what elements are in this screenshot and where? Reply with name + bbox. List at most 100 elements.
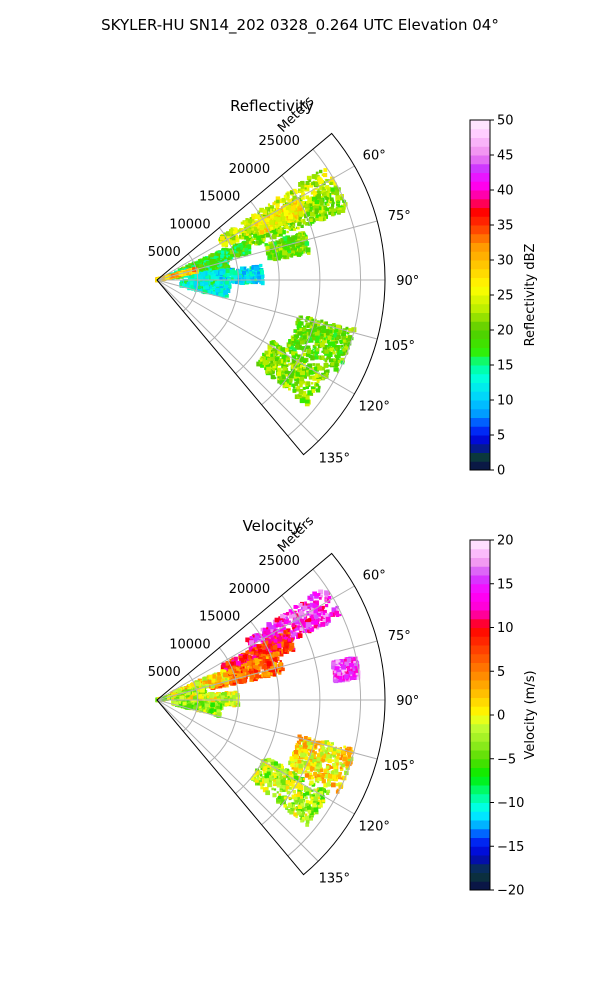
echo-gate xyxy=(314,199,320,205)
echo-gate xyxy=(314,318,317,322)
echo-gate xyxy=(323,374,329,379)
echo-gate xyxy=(315,171,319,175)
echo-gate xyxy=(296,226,300,230)
echo-gate xyxy=(289,645,294,651)
echo-gate xyxy=(282,240,286,244)
echo-gate xyxy=(302,352,306,357)
echo-gate xyxy=(279,250,283,254)
echo-gate xyxy=(321,197,325,201)
echo-gate xyxy=(314,210,319,215)
echo-gate xyxy=(269,243,275,248)
echo-gate xyxy=(336,324,341,330)
echo-gate xyxy=(330,341,335,347)
echo-gate xyxy=(244,251,249,255)
echo-gate xyxy=(320,621,326,627)
echo-gate xyxy=(273,359,279,365)
echo-gate xyxy=(211,289,215,292)
echo-gate xyxy=(252,650,257,655)
echo-gate xyxy=(299,610,304,615)
echo-gate xyxy=(295,215,299,219)
echo-gate xyxy=(340,344,344,348)
radial-tick-label: 25000 xyxy=(259,134,300,149)
echo-gate xyxy=(331,334,335,338)
echo-gate xyxy=(263,354,266,357)
echo-gate xyxy=(262,217,268,222)
echo-gate xyxy=(266,360,270,364)
echo-gate xyxy=(317,623,322,628)
echo-gate xyxy=(292,343,296,347)
echo-gate xyxy=(199,259,204,264)
echo-gate xyxy=(347,342,352,346)
echo-gate xyxy=(270,223,273,227)
echo-gate xyxy=(300,188,304,193)
echo-gate xyxy=(312,344,316,348)
echo-gate xyxy=(288,344,291,347)
echo-gate xyxy=(314,341,319,347)
echo-gate xyxy=(277,640,281,644)
echo-gate xyxy=(253,271,256,275)
echo-gate xyxy=(284,254,290,260)
echo-gate xyxy=(225,257,230,263)
echo-gate xyxy=(340,209,344,213)
echo-gate xyxy=(280,240,284,243)
echo-gate xyxy=(277,346,282,351)
echo-gate xyxy=(267,348,271,353)
echo-gate xyxy=(294,208,298,211)
echo-gate xyxy=(327,341,333,347)
colorbar-tick-label: 45 xyxy=(497,149,514,164)
echo-gate xyxy=(234,278,239,283)
echo-gate xyxy=(220,254,225,259)
echo-gate xyxy=(274,342,278,346)
echo-gate xyxy=(222,258,228,264)
echo-gate xyxy=(335,613,340,617)
echo-gate xyxy=(300,240,304,244)
echo-gate xyxy=(328,595,332,600)
echo-gate xyxy=(336,371,339,374)
range-ring xyxy=(235,201,280,374)
echo-gate xyxy=(224,240,227,243)
colorbar-segment xyxy=(470,190,490,200)
echo-gate xyxy=(301,347,304,351)
echo-gate xyxy=(296,339,299,343)
echo-gate xyxy=(270,214,274,219)
echo-gate xyxy=(267,221,270,224)
echo-gate xyxy=(288,387,291,391)
echo-gate xyxy=(326,188,331,192)
echo-gate xyxy=(304,345,309,350)
echo-gate xyxy=(255,281,258,285)
echo-gate xyxy=(258,649,263,654)
echo-gate xyxy=(273,213,277,216)
echo-gate xyxy=(292,195,297,200)
echo-gate xyxy=(325,214,329,217)
echo-gate xyxy=(314,354,317,357)
echo-gate xyxy=(300,185,305,189)
echo-gate xyxy=(320,594,323,598)
echo-gate xyxy=(300,219,304,223)
echo-gate xyxy=(285,225,289,229)
colorbar-segment xyxy=(470,347,490,357)
echo-gate xyxy=(301,622,306,628)
echo-gate xyxy=(331,212,335,217)
echo-gate xyxy=(257,633,261,637)
echo-gate xyxy=(238,253,242,257)
echo-gate xyxy=(325,207,330,212)
echo-gate xyxy=(234,248,238,253)
echo-gate xyxy=(284,382,290,388)
echo-gate xyxy=(272,250,276,254)
echo-gate xyxy=(304,331,307,334)
echo-gate xyxy=(283,255,287,259)
echo-gate xyxy=(187,278,193,284)
colorbar-segment xyxy=(470,382,490,392)
echo-gate xyxy=(197,277,201,281)
echo-gate xyxy=(320,333,324,338)
echo-gate xyxy=(330,362,335,366)
echo-gate xyxy=(259,238,265,244)
echo-gate xyxy=(223,256,227,260)
echo-gate xyxy=(310,620,315,625)
echo-gate xyxy=(284,217,288,222)
echo-gate xyxy=(325,598,328,601)
echo-gate xyxy=(330,206,334,211)
echo-gate xyxy=(266,251,271,256)
echo-gate xyxy=(281,354,286,359)
echo-gate xyxy=(339,345,342,349)
